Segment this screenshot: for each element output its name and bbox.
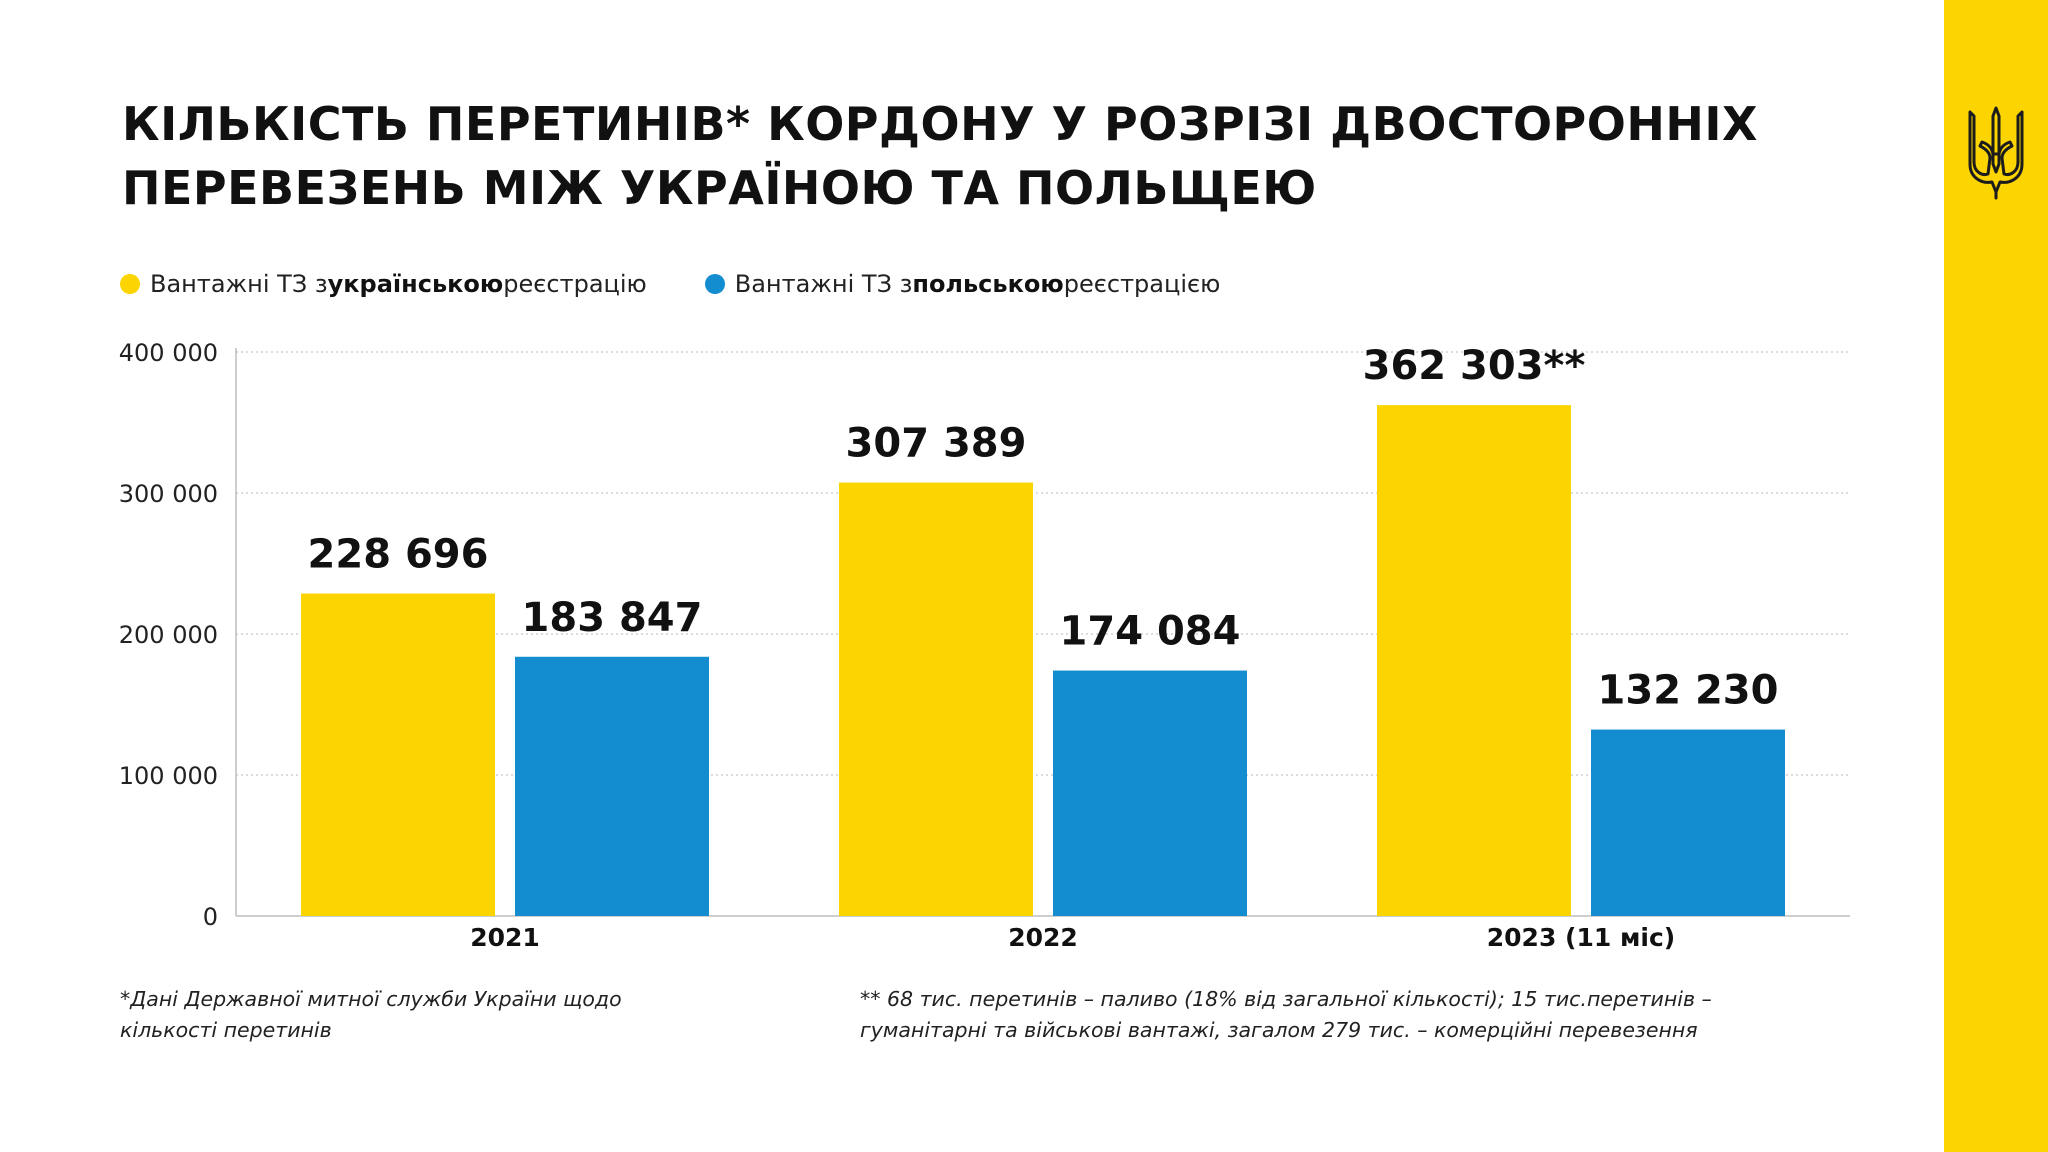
x-tick-label: 2023 (11 міс) (1487, 923, 1675, 952)
y-tick-label: 200 000 (119, 621, 218, 649)
legend-text-pre: Вантажні ТЗ з (734, 270, 913, 298)
x-tick-label: 2022 (1008, 923, 1078, 952)
legend-swatch-ukrainian (120, 274, 140, 294)
data-label: 228 696 (308, 532, 489, 578)
data-label: 183 847 (522, 595, 703, 641)
footnote-source: *Дані Державної митної служби України що… (120, 987, 622, 1042)
page-title: КІЛЬКІСТЬ ПЕРЕТИНІВ* КОРДОНУ У РОЗРІЗІ Д… (122, 92, 1882, 220)
title-line-2: ПЕРЕВЕЗЕНЬ МІЖ УКРАЇНОЮ ТА ПОЛЬЩЕЮ (122, 161, 1317, 215)
legend-item-ukrainian: Вантажні ТЗ з українською реєстрацію (120, 270, 647, 298)
y-tick-label: 300 000 (119, 480, 218, 508)
bar-ukrainian (1377, 405, 1571, 916)
legend-text-bold: польською (912, 270, 1064, 298)
data-label: 132 230 (1598, 668, 1779, 714)
bar-polish (515, 656, 709, 916)
legend-text-post: реєстрацію (503, 270, 647, 298)
title-line-1: КІЛЬКІСТЬ ПЕРЕТИНІВ* КОРДОНУ У РОЗРІЗІ Д… (122, 97, 1758, 151)
bar-ukrainian (301, 593, 495, 916)
legend-item-polish: Вантажні ТЗ з польською реєстрацією (704, 270, 1221, 298)
data-label: 362 303** (1363, 343, 1586, 389)
bar-ukrainian (839, 482, 1033, 916)
y-tick-label: 0 (203, 903, 218, 931)
legend-text-bold: українською (327, 270, 504, 298)
legend-text-pre: Вантажні ТЗ з (150, 270, 328, 298)
data-label: 174 084 (1060, 609, 1241, 655)
trident-icon (1968, 106, 2024, 200)
y-tick-label: 400 000 (119, 339, 218, 367)
legend-text-post: реєстрацією (1063, 270, 1221, 298)
bar-polish (1053, 670, 1247, 916)
data-label: 307 389 (846, 421, 1027, 467)
bar-polish (1591, 729, 1785, 916)
y-tick-label: 100 000 (119, 762, 218, 790)
chart-legend: Вантажні ТЗ з українською реєстрацію Ван… (120, 266, 1278, 302)
x-tick-label: 2021 (470, 923, 540, 952)
legend-swatch-polish (704, 274, 725, 294)
footnote-2023-breakdown: ** 68 тис. перетинів – паливо (18% від з… (860, 987, 1712, 1042)
